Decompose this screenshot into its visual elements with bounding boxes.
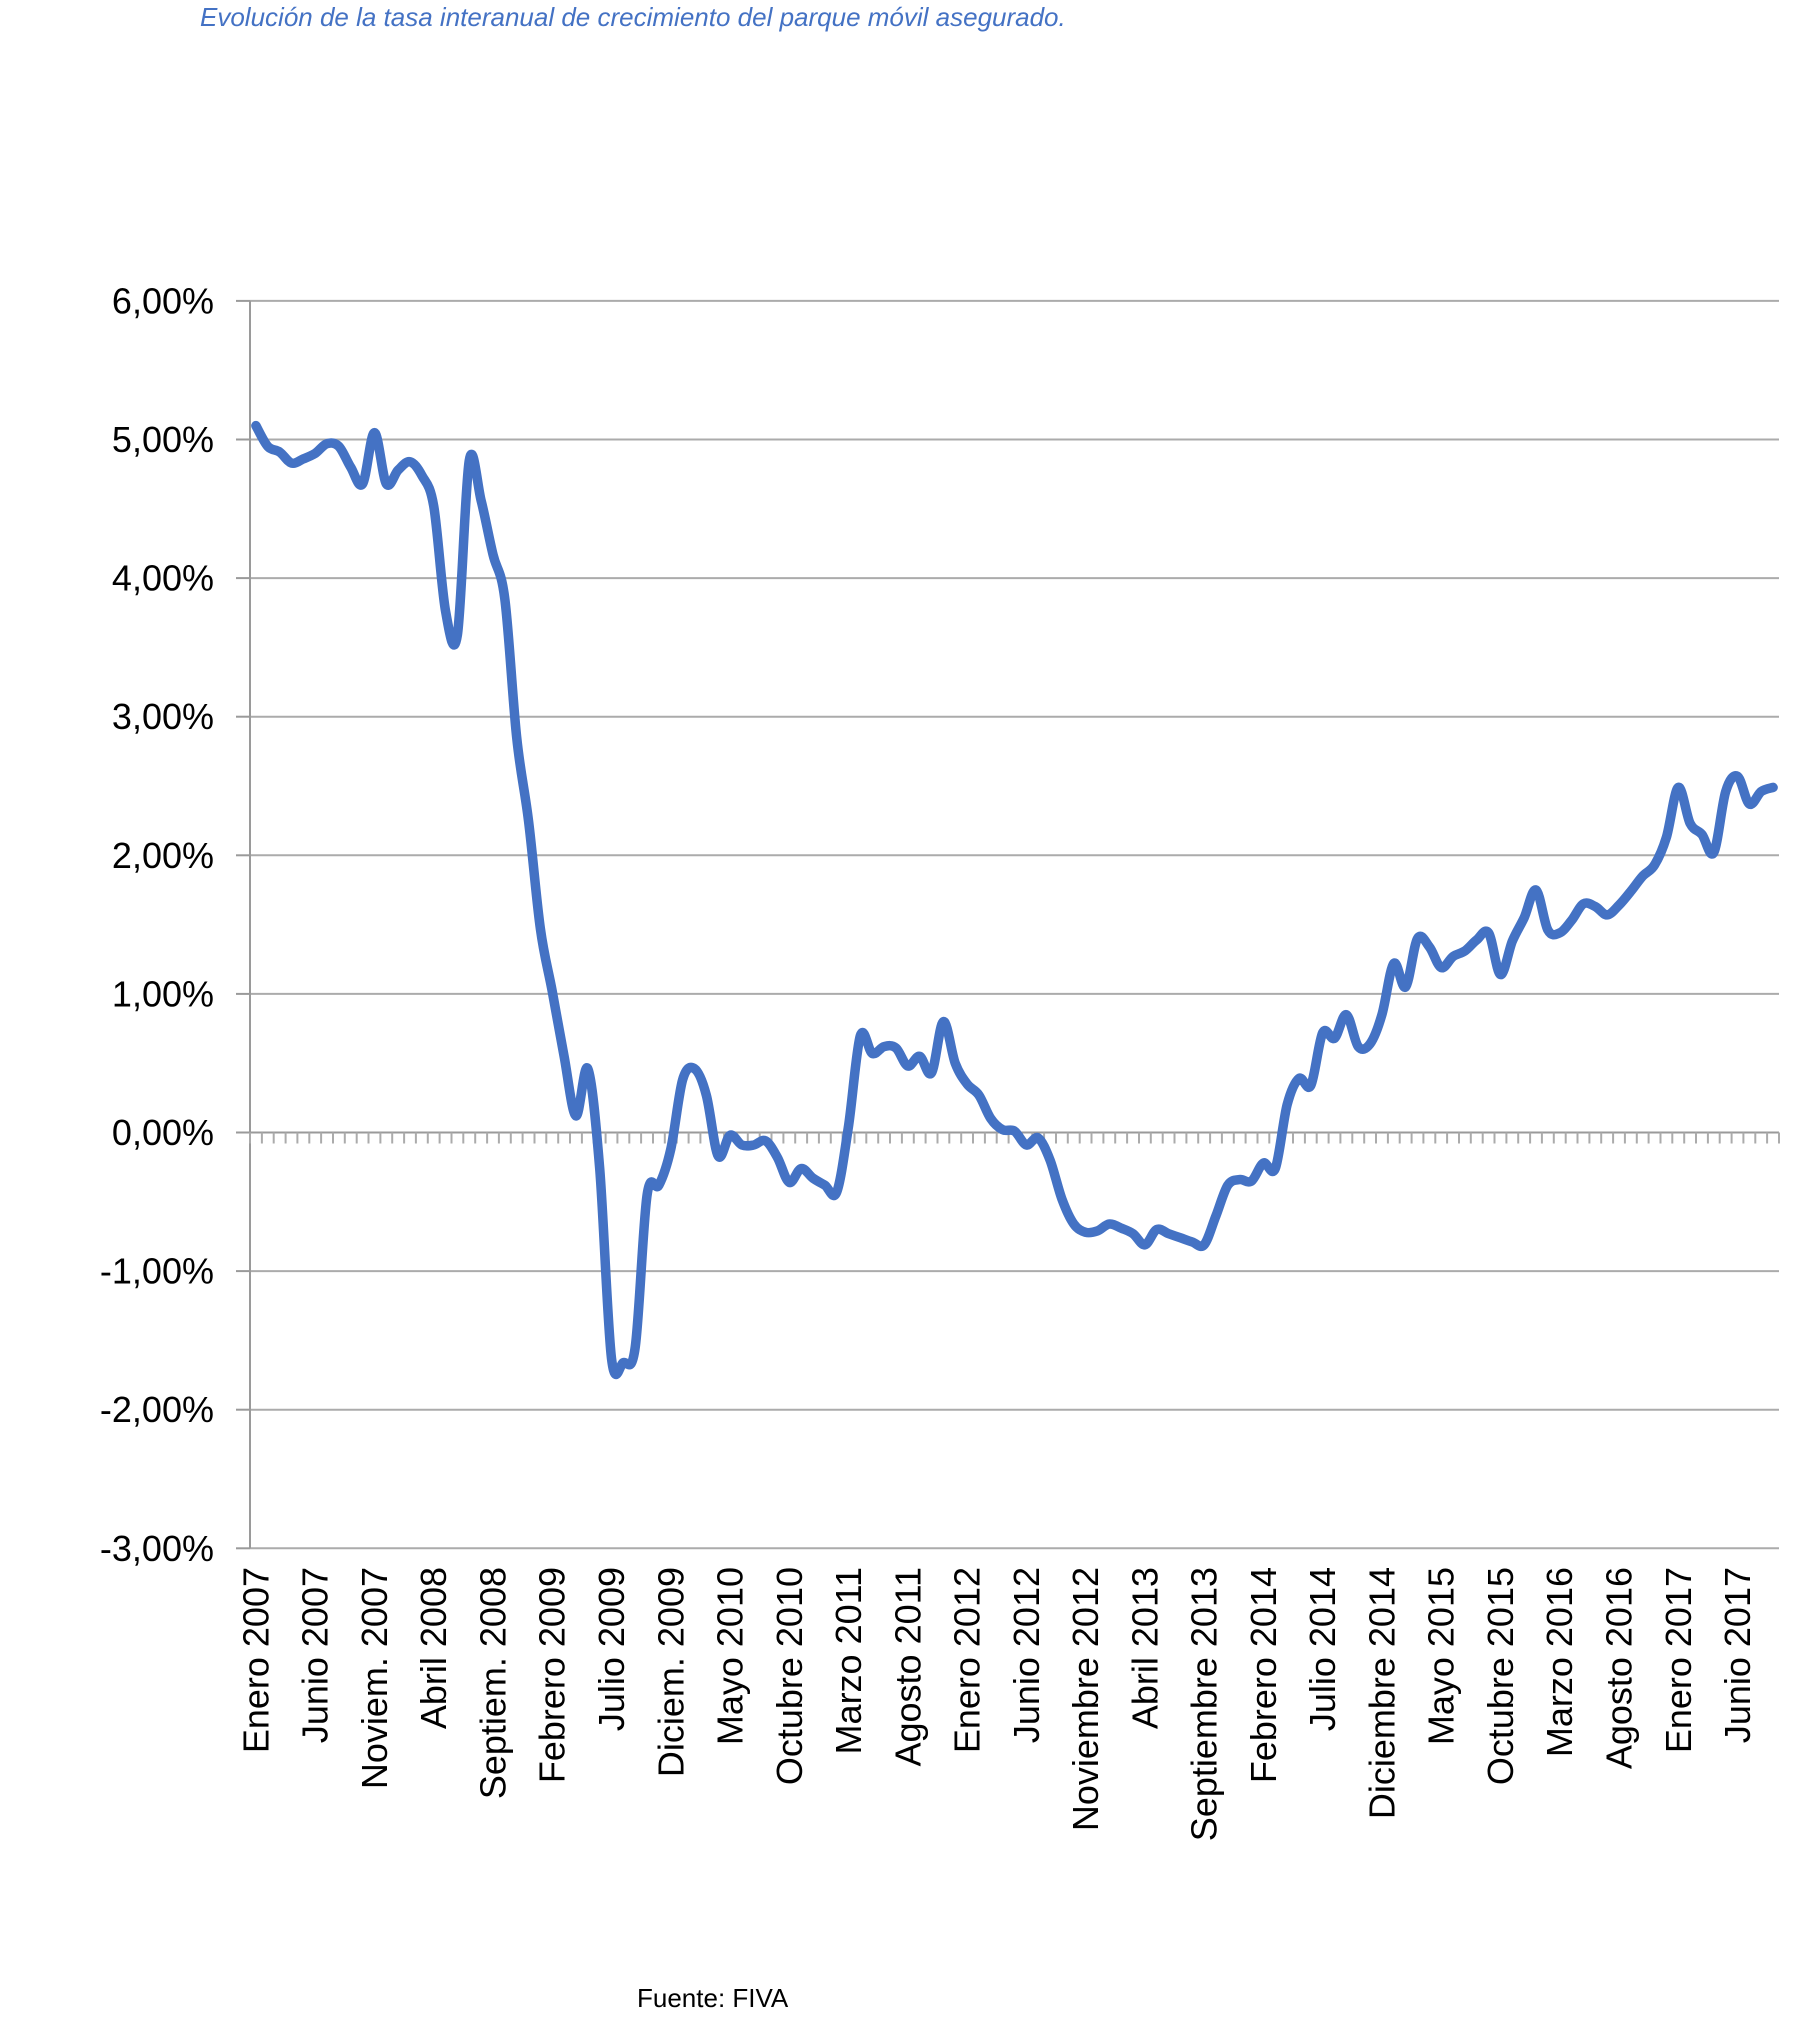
x-axis-label: Noviembre 2012 [1065, 1567, 1106, 1831]
chart-title: Evolución de la tasa interanual de creci… [200, 2, 1066, 32]
x-axis-label: Marzo 2016 [1539, 1567, 1580, 1757]
x-axis-label: Octubre 2010 [769, 1567, 810, 1785]
x-axis-label: Julio 2014 [1302, 1567, 1343, 1731]
x-axis-label: Junio 2017 [1717, 1567, 1758, 1743]
x-axis-label: Febrero 2009 [532, 1567, 573, 1783]
y-axis-label: 3,00% [112, 696, 214, 737]
x-axis-label: Enero 2007 [235, 1567, 276, 1753]
x-axis-label: Mayo 2010 [710, 1567, 751, 1745]
x-axis-label: Febrero 2014 [1243, 1567, 1284, 1783]
y-axis-label: -1,00% [100, 1251, 214, 1292]
y-axis-label: 0,00% [112, 1112, 214, 1153]
y-axis-label: -2,00% [100, 1389, 214, 1430]
x-axis-label: Agosto 2011 [887, 1567, 928, 1767]
x-axis-label: Marzo 2011 [828, 1567, 869, 1754]
x-axis-label: Enero 2012 [947, 1567, 988, 1753]
x-axis-label: Septiem. 2008 [473, 1567, 514, 1799]
y-axis-label: 1,00% [112, 973, 214, 1014]
x-axis-label: Noviem. 2007 [354, 1567, 395, 1789]
x-axis-label: Junio 2012 [1006, 1567, 1047, 1743]
x-axis-label: Mayo 2015 [1421, 1567, 1462, 1745]
x-axis-label: Diciembre 2014 [1361, 1567, 1402, 1819]
x-axis-label: Agosto 2016 [1599, 1567, 1640, 1769]
y-axis-label: -3,00% [100, 1528, 214, 1569]
x-axis-label: Enero 2017 [1658, 1567, 1699, 1753]
x-axis-label: Abril 2008 [413, 1567, 454, 1729]
y-axis-label: 5,00% [112, 419, 214, 460]
series-line [251, 420, 1778, 1380]
y-axis-label: 4,00% [112, 558, 214, 599]
x-axis-label: Abril 2013 [1124, 1567, 1165, 1729]
x-axis-label: Julio 2009 [591, 1567, 632, 1731]
source-caption: Fuente: FIVA [637, 1983, 789, 2013]
x-axis-label: Junio 2007 [295, 1567, 336, 1743]
y-axis-label: 2,00% [112, 835, 214, 876]
x-axis-label: Septiembre 2013 [1184, 1567, 1225, 1841]
x-axis-label: Octubre 2015 [1480, 1567, 1521, 1785]
y-axis-label: 6,00% [112, 280, 214, 321]
x-axis-label: Diciem. 2009 [650, 1567, 691, 1777]
